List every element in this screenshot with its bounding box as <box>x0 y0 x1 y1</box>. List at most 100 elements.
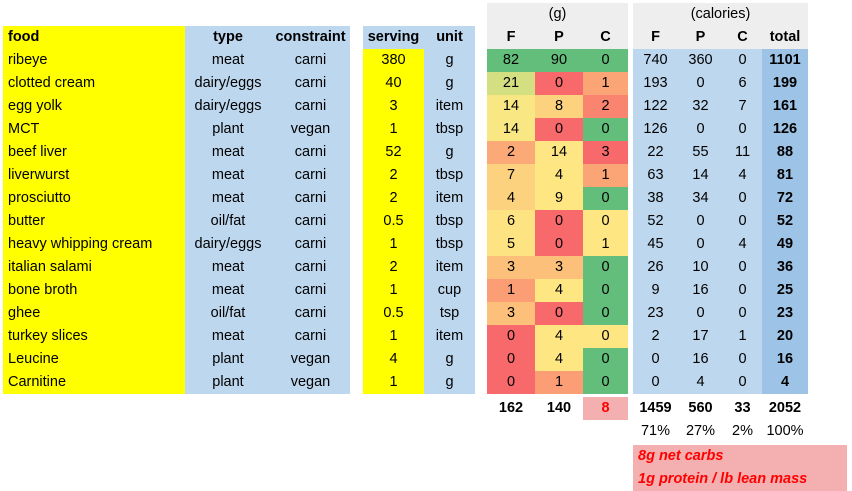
cell-serving[interactable]: 2 <box>363 256 424 279</box>
cell-unit[interactable]: item <box>424 187 475 210</box>
cell-cal-carbs[interactable]: 0 <box>723 256 762 279</box>
total-calories[interactable]: 2052 <box>768 400 802 416</box>
total-grams-carbs[interactable]: 8 <box>583 397 628 420</box>
cell-grams-fat[interactable]: 7 <box>487 164 535 187</box>
cell-constraint[interactable]: vegan <box>271 348 350 371</box>
cell-serving[interactable]: 0.5 <box>363 210 424 233</box>
cell-grams-protein[interactable]: 0 <box>535 118 583 141</box>
cell-unit[interactable]: g <box>424 72 475 95</box>
cell-grams-carbs[interactable]: 0 <box>583 118 628 141</box>
cell-type[interactable]: meat <box>185 141 271 164</box>
cell-serving[interactable]: 1 <box>363 279 424 302</box>
cell-type[interactable]: meat <box>185 279 271 302</box>
cell-total[interactable]: 16 <box>762 348 808 371</box>
cell-total[interactable]: 161 <box>762 95 808 118</box>
cell-grams-carbs[interactable]: 1 <box>583 233 628 256</box>
cell-grams-protein[interactable]: 4 <box>535 279 583 302</box>
note-text[interactable]: 1g protein / lb lean mass <box>633 468 847 491</box>
cell-cal-protein[interactable]: 0 <box>678 233 723 256</box>
total-cal-fat[interactable]: 1459 <box>639 400 672 416</box>
cell-cal-fat[interactable]: 9 <box>633 279 678 302</box>
cell-grams-carbs[interactable]: 1 <box>583 164 628 187</box>
cell-food[interactable]: heavy whipping cream <box>3 233 185 256</box>
cell-cal-protein[interactable]: 0 <box>678 118 723 141</box>
cell-unit[interactable]: tbsp <box>424 233 475 256</box>
cell-cal-protein[interactable]: 32 <box>678 95 723 118</box>
cell-grams-carbs[interactable]: 0 <box>583 256 628 279</box>
cell-constraint[interactable]: carni <box>271 49 350 72</box>
cell-constraint[interactable]: carni <box>271 187 350 210</box>
header-serving[interactable]: serving <box>363 26 424 49</box>
cell-unit[interactable]: g <box>424 141 475 164</box>
cell-grams-fat[interactable]: 2 <box>487 141 535 164</box>
cell-cal-protein[interactable]: 0 <box>678 302 723 325</box>
cell-grams-fat[interactable]: 0 <box>487 348 535 371</box>
cell-grams-fat[interactable]: 21 <box>487 72 535 95</box>
cell-type[interactable]: meat <box>185 325 271 348</box>
cell-cal-protein[interactable]: 14 <box>678 164 723 187</box>
header-cal-fat[interactable]: F <box>633 26 678 49</box>
cell-grams-carbs[interactable]: 0 <box>583 302 628 325</box>
cell-serving[interactable]: 1 <box>363 233 424 256</box>
cell-cal-fat[interactable]: 740 <box>633 49 678 72</box>
cell-constraint[interactable]: vegan <box>271 118 350 141</box>
cell-grams-fat[interactable]: 1 <box>487 279 535 302</box>
cell-cal-carbs[interactable]: 11 <box>723 141 762 164</box>
cell-grams-protein[interactable]: 3 <box>535 256 583 279</box>
cell-type[interactable]: oil/fat <box>185 210 271 233</box>
cell-constraint[interactable]: carni <box>271 279 350 302</box>
cell-cal-fat[interactable]: 126 <box>633 118 678 141</box>
cell-grams-protein[interactable]: 4 <box>535 164 583 187</box>
cell-grams-carbs[interactable]: 1 <box>583 72 628 95</box>
cell-grams-carbs[interactable]: 0 <box>583 325 628 348</box>
cell-unit[interactable]: g <box>424 371 475 394</box>
cell-cal-protein[interactable]: 0 <box>678 72 723 95</box>
cell-grams-protein[interactable]: 1 <box>535 371 583 394</box>
cell-total[interactable]: 23 <box>762 302 808 325</box>
cell-cal-carbs[interactable]: 6 <box>723 72 762 95</box>
cell-type[interactable]: meat <box>185 187 271 210</box>
cell-food[interactable]: liverwurst <box>3 164 185 187</box>
cell-food[interactable]: Carnitine <box>3 371 185 394</box>
cell-grams-carbs[interactable]: 2 <box>583 95 628 118</box>
cell-total[interactable]: 52 <box>762 210 808 233</box>
cell-unit[interactable]: tbsp <box>424 164 475 187</box>
cell-total[interactable]: 4 <box>762 371 808 394</box>
cell-unit[interactable]: tsp <box>424 302 475 325</box>
cell-total[interactable]: 199 <box>762 72 808 95</box>
cell-grams-carbs[interactable]: 0 <box>583 371 628 394</box>
cell-constraint[interactable]: carni <box>271 164 350 187</box>
cell-grams-protein[interactable]: 14 <box>535 141 583 164</box>
cell-cal-fat[interactable]: 0 <box>633 371 678 394</box>
cell-cal-carbs[interactable]: 0 <box>723 118 762 141</box>
cell-grams-carbs[interactable]: 0 <box>583 279 628 302</box>
cell-grams-fat[interactable]: 82 <box>487 49 535 72</box>
header-unit[interactable]: unit <box>424 26 475 49</box>
header-type[interactable]: type <box>185 26 271 49</box>
cell-constraint[interactable]: carni <box>271 233 350 256</box>
cell-grams-carbs[interactable]: 0 <box>583 49 628 72</box>
cell-food[interactable]: egg yolk <box>3 95 185 118</box>
cell-food[interactable]: Leucine <box>3 348 185 371</box>
header-total[interactable]: total <box>762 26 808 49</box>
cell-food[interactable]: turkey slices <box>3 325 185 348</box>
cell-type[interactable]: plant <box>185 348 271 371</box>
cell-type[interactable]: plant <box>185 371 271 394</box>
cell-grams-protein[interactable]: 4 <box>535 325 583 348</box>
cell-total[interactable]: 49 <box>762 233 808 256</box>
cell-cal-fat[interactable]: 23 <box>633 302 678 325</box>
cell-cal-carbs[interactable]: 0 <box>723 302 762 325</box>
cell-cal-protein[interactable]: 17 <box>678 325 723 348</box>
total-cal-protein[interactable]: 560 <box>688 400 713 416</box>
header-grams-fat[interactable]: F <box>487 26 535 49</box>
cell-cal-fat[interactable]: 45 <box>633 233 678 256</box>
cell-unit[interactable]: item <box>424 325 475 348</box>
cell-food[interactable]: clotted cream <box>3 72 185 95</box>
cell-total[interactable]: 88 <box>762 141 808 164</box>
cell-unit[interactable]: item <box>424 256 475 279</box>
calories-group-header[interactable]: (calories) <box>633 3 808 26</box>
cell-food[interactable]: MCT <box>3 118 185 141</box>
cell-food[interactable]: beef liver <box>3 141 185 164</box>
cell-cal-fat[interactable]: 2 <box>633 325 678 348</box>
cell-grams-carbs[interactable]: 0 <box>583 348 628 371</box>
